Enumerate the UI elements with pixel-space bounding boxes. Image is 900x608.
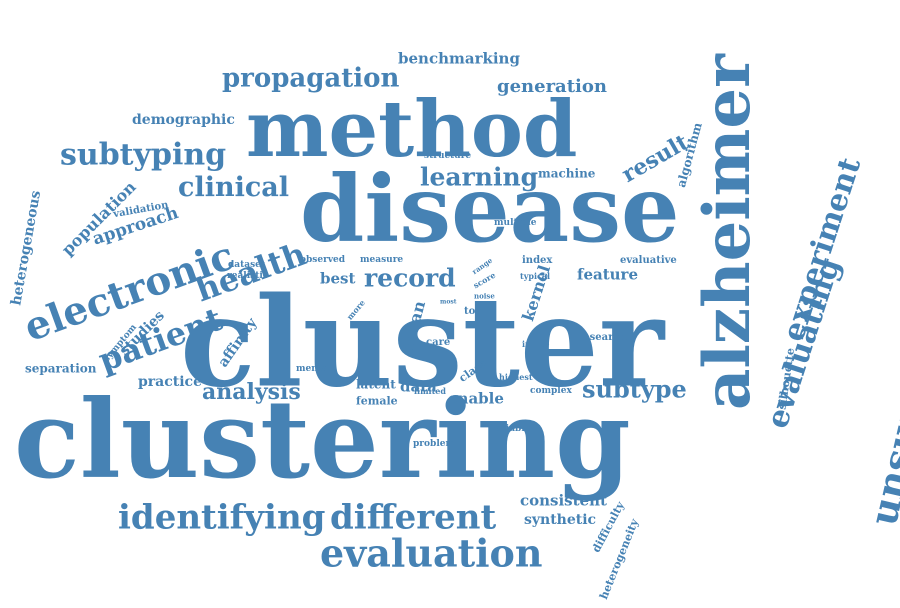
cloud-word: data bbox=[400, 377, 437, 396]
cloud-word: consistent bbox=[520, 491, 607, 510]
cloud-word: practice bbox=[138, 374, 202, 391]
cloud-word: method bbox=[246, 84, 578, 176]
cloud-word: benchmarking bbox=[398, 49, 520, 68]
cloud-word: latent bbox=[356, 377, 396, 392]
cloud-word: index bbox=[522, 255, 553, 267]
cloud-word: clustering bbox=[14, 376, 631, 503]
cloud-word: identifying bbox=[118, 497, 326, 538]
cloud-word: realistic bbox=[227, 270, 269, 281]
cloud-word: highest bbox=[499, 371, 533, 382]
cloud-word: complex bbox=[530, 385, 572, 396]
cloud-word: disease bbox=[300, 155, 680, 264]
cloud-word: limited bbox=[414, 385, 446, 396]
cloud-word: learning bbox=[420, 162, 539, 192]
cloud-word: tool bbox=[464, 306, 486, 318]
cloud-word: feature bbox=[577, 265, 638, 284]
cloud-word: evaluation bbox=[320, 530, 543, 576]
cloud-word: multiple bbox=[494, 217, 537, 228]
cloud-word: observed bbox=[300, 254, 346, 265]
cloud-word: noise bbox=[474, 291, 495, 301]
cloud-word: best bbox=[320, 269, 356, 288]
cloud-word: synthetic bbox=[524, 512, 597, 529]
cloud-word: care bbox=[426, 337, 451, 349]
cloud-word: analysis bbox=[202, 378, 301, 405]
cloud-word: separation bbox=[25, 361, 97, 376]
cloud-word: female bbox=[356, 394, 398, 408]
cloud-word: clinical bbox=[178, 171, 290, 203]
cloud-word: research bbox=[578, 332, 627, 344]
cloud-word: variable bbox=[490, 423, 531, 434]
cloud-word: heterogeneous bbox=[8, 189, 45, 307]
cloud-word: generation bbox=[497, 75, 607, 97]
cloud-word: different bbox=[330, 497, 497, 538]
cloud-word: record bbox=[364, 263, 456, 293]
cloud-word: indice bbox=[522, 338, 550, 349]
cloud-word: dataset bbox=[228, 259, 266, 270]
cloud-word: enable bbox=[448, 389, 504, 408]
cloud-word: subtype bbox=[582, 374, 687, 404]
cloud-word: problem bbox=[413, 438, 455, 449]
cloud-word: propagation bbox=[222, 63, 400, 94]
cloud-word: machine bbox=[538, 166, 596, 181]
cloud-word: mental bbox=[296, 363, 332, 374]
cloud-word: typical bbox=[520, 270, 551, 281]
cloud-word: most bbox=[440, 298, 457, 306]
cloud-word: structure bbox=[424, 150, 472, 161]
cloud-word: demographic bbox=[132, 112, 235, 129]
cloud-word: unsupervised bbox=[860, 243, 900, 530]
cloud-word: measure bbox=[360, 254, 404, 265]
cloud-word: alzheimer bbox=[690, 54, 766, 410]
cloud-word: subtyping bbox=[60, 137, 227, 173]
cloud-word: cluster bbox=[180, 270, 665, 416]
cloud-word: evaluative bbox=[620, 255, 677, 267]
